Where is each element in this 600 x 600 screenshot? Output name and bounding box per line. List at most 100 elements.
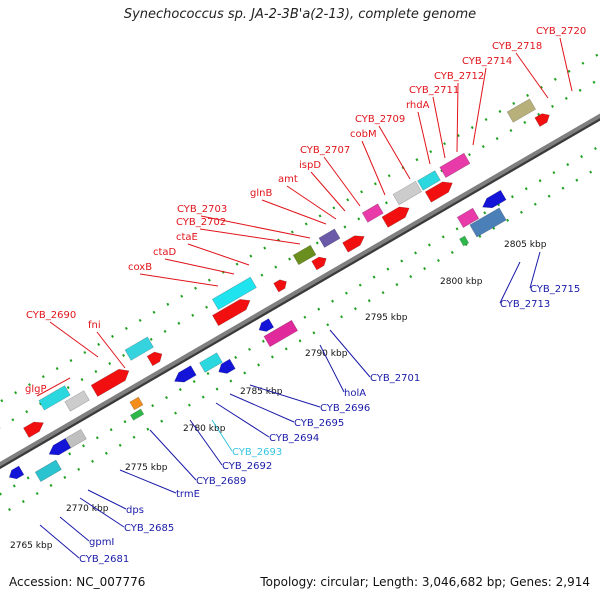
dotted-ring-1	[0, 144, 600, 496]
label-leader-CYB_2701	[329, 329, 371, 378]
gene-block-gray-group	[64, 390, 90, 412]
gene-block-purple	[318, 228, 341, 248]
gene-label-ctaE: ctaE	[176, 232, 198, 243]
label-leader-CYB_2681	[39, 524, 80, 559]
gene-block-purple-group	[318, 228, 341, 248]
label-leader-dps	[87, 489, 127, 510]
gene-block-pink-group	[439, 152, 471, 178]
gene-block-gray-group	[392, 180, 422, 206]
gene-block-khaki-group	[506, 98, 537, 123]
gene-label-CYB_2689: CYB_2689	[196, 476, 246, 487]
gene-block-olive-group	[292, 244, 317, 266]
forward-gene-block	[146, 351, 163, 367]
forward-gene-block-group	[534, 113, 550, 127]
forward-gene-block-group	[311, 256, 327, 271]
label-leader-cobM	[361, 140, 386, 196]
gene-label-CYB_2692: CYB_2692	[222, 461, 272, 472]
gene-label-CYB_2702: CYB_2702	[176, 217, 226, 228]
gene-block-pink	[439, 152, 471, 178]
forward-gene-block	[23, 421, 44, 438]
scale-tick-label: 2785 kbp	[240, 387, 283, 397]
scale-tick-label: 2775 kbp	[125, 463, 168, 473]
gene-block-orange	[129, 396, 144, 411]
scale-tick-label: 2800 kbp	[440, 277, 483, 287]
forward-gene-block	[212, 299, 251, 327]
label-leader-CYB_2694	[215, 402, 270, 438]
genome-backbone	[0, 113, 600, 467]
forward-gene-block-group	[23, 421, 44, 438]
forward-gene-block	[311, 256, 327, 271]
reverse-gene-block	[173, 365, 197, 383]
label-leader-holA	[319, 344, 345, 393]
scale-tick-label: 2805 kbp	[504, 240, 547, 250]
gene-label-CYB_2696: CYB_2696	[320, 403, 370, 414]
gene-block-pink	[361, 203, 384, 223]
rna-block	[199, 352, 223, 373]
label-leader-CYB_2715	[529, 251, 541, 289]
label-leader-amt	[286, 185, 337, 220]
gene-label-CYB_2695: CYB_2695	[294, 418, 344, 429]
rna-block-group	[417, 170, 441, 191]
page-title: Synechococcus sp. JA-2-3B'a(2-13), compl…	[123, 7, 477, 22]
gene-block-gray	[64, 390, 90, 412]
forward-gene-block-group	[424, 181, 453, 203]
gene-label-CYB_2681: CYB_2681	[79, 554, 129, 565]
rna-block-group	[124, 336, 154, 361]
forward-gene-block-group	[381, 206, 410, 228]
label-leader-CYB_2703	[200, 215, 311, 239]
label-leader-ctaE	[187, 243, 250, 266]
rna-block-group	[211, 276, 257, 311]
forward-gene-block-group	[273, 279, 287, 293]
label-leader-CYB_2695	[229, 393, 295, 423]
accession-text: Accession: NC_007776	[9, 575, 146, 589]
reverse-gene-block-group	[8, 465, 25, 480]
gene-label-cobM: cobM	[350, 129, 377, 140]
gene-label-CYB_2685: CYB_2685	[124, 523, 174, 534]
gene-label-ctaD: ctaD	[153, 247, 177, 258]
gene-label-CYB_2712: CYB_2712	[434, 71, 484, 82]
gene-label-CYB_2694: CYB_2694	[269, 433, 319, 444]
label-leader-CYB_2696	[249, 384, 321, 408]
label-leader-CYB_2707	[323, 156, 361, 207]
gene-label-glnB: glnB	[250, 188, 272, 199]
rna-block	[211, 276, 257, 311]
gene-block-gray	[392, 180, 422, 206]
label-leader-CYB_2718	[515, 52, 549, 99]
gene-label-dps: dps	[126, 505, 144, 516]
gene-label-CYB_2713: CYB_2713	[500, 299, 550, 310]
gene-block-orange-group	[129, 396, 144, 411]
gene-label-trmE: trmE	[176, 489, 200, 500]
gene-label-CYB_2711: CYB_2711	[409, 85, 459, 96]
gene-block-pink-group	[361, 203, 384, 223]
gene-block-khaki	[506, 98, 537, 123]
label-leader-glnB	[261, 199, 327, 225]
gene-label-CYB_2693: CYB_2693	[232, 447, 282, 458]
label-leader-CYB_2689	[149, 429, 197, 481]
label-leader-CYB_2711	[432, 96, 446, 159]
label-leader-gpmI	[59, 516, 90, 542]
forward-gene-block-group	[212, 299, 251, 327]
label-leader-glgP	[36, 377, 71, 397]
forward-gene-block-group	[342, 235, 365, 253]
reverse-gene-block	[258, 318, 275, 332]
rna-block-group	[34, 459, 62, 483]
gene-label-CYB_2715: CYB_2715	[530, 284, 580, 295]
label-leader-CYB_2712	[456, 82, 459, 153]
gene-label-ispD: ispD	[299, 160, 321, 171]
gene-label-fni: fni	[88, 320, 101, 331]
label-leader-coxB	[139, 273, 219, 287]
label-leader-CYB_2690	[49, 321, 99, 358]
forward-gene-block-group	[146, 351, 163, 367]
forward-gene-block	[90, 368, 130, 397]
scale-tick-label: 2795 kbp	[365, 313, 408, 323]
reverse-gene-block	[482, 189, 507, 209]
gene-label-CYB_2718: CYB_2718	[492, 41, 542, 52]
gene-block-steelblue-group	[469, 207, 507, 238]
label-leader-CYB_2702	[199, 228, 301, 245]
label-leader-CYB_2692	[189, 419, 223, 466]
gene-label-rhdA: rhdA	[406, 100, 430, 111]
rna-block	[417, 170, 441, 191]
rna-block-group	[199, 352, 223, 373]
forward-gene-block-group	[90, 368, 130, 397]
label-leader-CYB_2709	[378, 125, 411, 180]
